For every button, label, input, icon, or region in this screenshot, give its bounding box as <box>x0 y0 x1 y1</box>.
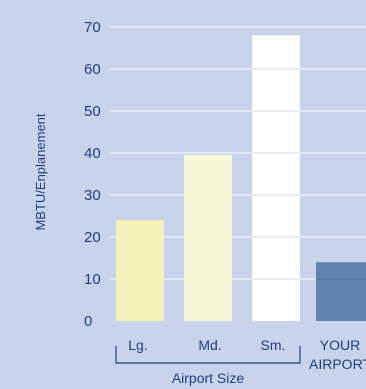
y-tick-label: 70 <box>84 19 101 36</box>
y-axis-label: MBTU/Enplanement <box>33 113 48 230</box>
y-tick-label: 50 <box>84 103 101 120</box>
x-tick-labels: Lg. Md. Sm. YOUR AIRPORT <box>128 337 366 372</box>
x-tick-label: Sm. <box>261 337 286 353</box>
bars <box>116 35 366 322</box>
y-tick-labels: 0 10 20 30 40 50 60 70 <box>84 19 101 330</box>
x-axis-label: Airport Size <box>172 370 245 386</box>
bar <box>116 220 164 321</box>
bar <box>184 155 232 321</box>
y-tick-label: 10 <box>84 271 101 288</box>
y-tick-label: 20 <box>84 229 101 246</box>
y-tick-label: 60 <box>84 61 101 78</box>
bar <box>252 35 300 322</box>
x-tick-label: Md. <box>198 337 221 353</box>
x-tick-label: Lg. <box>128 337 147 353</box>
x-tick-label: YOUR AIRPORT <box>309 337 366 372</box>
y-tick-label: 30 <box>84 187 101 204</box>
bar <box>316 262 366 321</box>
y-tick-label: 0 <box>84 313 92 330</box>
x-axis-bracket <box>115 346 301 364</box>
y-tick-label: 40 <box>84 145 101 162</box>
